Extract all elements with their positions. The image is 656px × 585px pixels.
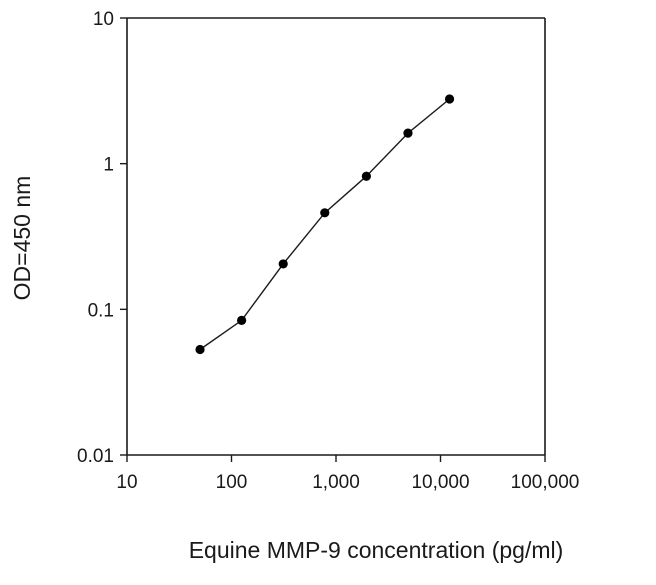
y-tick-label: 10 <box>93 9 114 30</box>
x-axis-title: Equine MMP-9 concentration (pg/ml) <box>189 537 564 563</box>
data-point <box>361 171 371 181</box>
data-point <box>278 259 288 269</box>
data-point <box>444 94 455 104</box>
x-tick-label: 100,000 <box>511 472 580 493</box>
y-axis-title: OD=450 nm <box>9 176 35 301</box>
x-tick-label: 10,000 <box>411 472 469 493</box>
ticks: 0.01 0.1 1 10 10 100 1,000 10,000 100,000 <box>77 9 579 493</box>
x-tick-label: 10 <box>116 472 137 493</box>
y-tick-label: 0.1 <box>88 300 114 321</box>
x-tick-label: 100 <box>216 472 248 493</box>
data-point <box>195 344 205 355</box>
data-point <box>320 208 330 218</box>
y-tick-label: 0.01 <box>77 446 114 467</box>
x-tick-label: 1,000 <box>312 472 360 493</box>
series-line <box>199 98 451 351</box>
data-point <box>403 128 413 138</box>
data-point <box>237 315 247 325</box>
axes <box>126 17 546 456</box>
y-tick-label: 1 <box>103 155 114 176</box>
series <box>195 94 455 355</box>
